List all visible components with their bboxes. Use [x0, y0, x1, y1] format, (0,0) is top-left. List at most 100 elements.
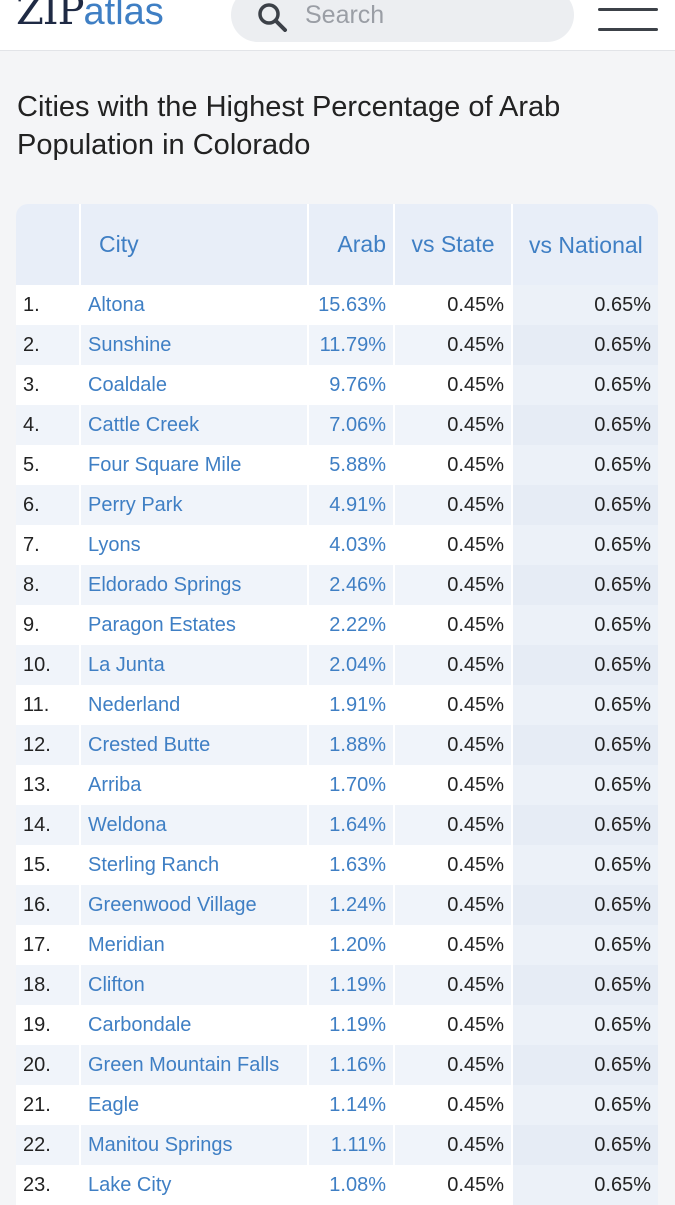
arab-percent-cell: 2.46%: [307, 565, 394, 605]
vs-state-cell: 0.45%: [393, 1045, 512, 1085]
table-row[interactable]: 23. Lake City 1.08% 0.45% 0.65%: [16, 1165, 658, 1205]
column-header-vs-national[interactable]: vs National: [511, 204, 658, 285]
rank-cell: 4.: [16, 405, 80, 445]
city-link[interactable]: Crested Butte: [79, 725, 308, 765]
city-link[interactable]: Paragon Estates: [79, 605, 308, 645]
vs-state-cell: 0.45%: [393, 765, 512, 805]
search-icon[interactable]: [255, 2, 291, 32]
vs-state-cell: 0.45%: [393, 485, 512, 525]
table-row[interactable]: 5. Four Square Mile 5.88% 0.45% 0.65%: [16, 445, 658, 485]
rank-cell: 20.: [16, 1045, 80, 1085]
table-row[interactable]: 8. Eldorado Springs 2.46% 0.45% 0.65%: [16, 565, 658, 605]
arab-percent-cell: 9.76%: [307, 365, 394, 405]
rank-cell: 18.: [16, 965, 80, 1005]
arab-percent-cell: 1.19%: [307, 1005, 394, 1045]
city-link[interactable]: Eldorado Springs: [79, 565, 308, 605]
search-input[interactable]: [305, 2, 555, 28]
city-link[interactable]: Coaldale: [79, 365, 308, 405]
zipatlas-logo[interactable]: ZIPatlas: [16, 0, 164, 36]
table-row[interactable]: 11. Nederland 1.91% 0.45% 0.65%: [16, 685, 658, 725]
city-link[interactable]: Greenwood Village: [79, 885, 308, 925]
vs-national-cell: 0.65%: [511, 685, 658, 725]
table-row[interactable]: 20. Green Mountain Falls 1.16% 0.45% 0.65%: [16, 1045, 658, 1085]
table-row[interactable]: 13. Arriba 1.70% 0.45% 0.65%: [16, 765, 658, 805]
city-link[interactable]: Altona: [79, 285, 308, 325]
table-row[interactable]: 6. Perry Park 4.91% 0.45% 0.65%: [16, 485, 658, 525]
table-row[interactable]: 16. Greenwood Village 1.24% 0.45% 0.65%: [16, 885, 658, 925]
city-link[interactable]: Cattle Creek: [79, 405, 308, 445]
hamburger-menu-icon[interactable]: [598, 0, 658, 40]
column-header-city[interactable]: City: [79, 204, 308, 285]
rank-cell: 16.: [16, 885, 80, 925]
column-header-vs-state[interactable]: vs State: [393, 204, 512, 285]
rank-cell: 21.: [16, 1085, 80, 1125]
rank-cell: 13.: [16, 765, 80, 805]
vs-state-cell: 0.45%: [393, 725, 512, 765]
city-link[interactable]: Meridian: [79, 925, 308, 965]
rank-cell: 15.: [16, 845, 80, 885]
vs-national-cell: 0.65%: [511, 645, 658, 685]
vs-national-cell: 0.65%: [511, 1125, 658, 1165]
city-link[interactable]: Perry Park: [79, 485, 308, 525]
vs-state-cell: 0.45%: [393, 445, 512, 485]
vs-national-cell: 0.65%: [511, 925, 658, 965]
city-link[interactable]: Lyons: [79, 525, 308, 565]
rank-cell: 3.: [16, 365, 80, 405]
table-row[interactable]: 7. Lyons 4.03% 0.45% 0.65%: [16, 525, 658, 565]
rank-cell: 10.: [16, 645, 80, 685]
city-link[interactable]: Sterling Ranch: [79, 845, 308, 885]
arab-percent-cell: 15.63%: [307, 285, 394, 325]
vs-state-cell: 0.45%: [393, 605, 512, 645]
table-body: 1. Altona 15.63% 0.45% 0.65% 2. Sunshine 11.79%…: [16, 285, 658, 1205]
arab-percent-cell: 1.70%: [307, 765, 394, 805]
table-row[interactable]: 18. Clifton 1.19% 0.45% 0.65%: [16, 965, 658, 1005]
table-row[interactable]: 3. Coaldale 9.76% 0.45% 0.65%: [16, 365, 658, 405]
table-row[interactable]: 4. Cattle Creek 7.06% 0.45% 0.65%: [16, 405, 658, 445]
table-row[interactable]: 17. Meridian 1.20% 0.45% 0.65%: [16, 925, 658, 965]
table-row[interactable]: 1. Altona 15.63% 0.45% 0.65%: [16, 285, 658, 325]
vs-national-cell: 0.65%: [511, 525, 658, 565]
vs-state-cell: 0.45%: [393, 325, 512, 365]
rank-cell: 5.: [16, 445, 80, 485]
city-link[interactable]: Sunshine: [79, 325, 308, 365]
table-row[interactable]: 21. Eagle 1.14% 0.45% 0.65%: [16, 1085, 658, 1125]
city-link[interactable]: Weldona: [79, 805, 308, 845]
table-row[interactable]: 14. Weldona 1.64% 0.45% 0.65%: [16, 805, 658, 845]
arab-percent-cell: 4.91%: [307, 485, 394, 525]
table-row[interactable]: 12. Crested Butte 1.88% 0.45% 0.65%: [16, 725, 658, 765]
rank-cell: 19.: [16, 1005, 80, 1045]
city-link[interactable]: Carbondale: [79, 1005, 308, 1045]
vs-state-cell: 0.45%: [393, 805, 512, 845]
rank-cell: 2.: [16, 325, 80, 365]
search-bar[interactable]: [231, 0, 574, 42]
vs-national-cell: 0.65%: [511, 325, 658, 365]
vs-state-cell: 0.45%: [393, 285, 512, 325]
table-row[interactable]: 2. Sunshine 11.79% 0.45% 0.65%: [16, 325, 658, 365]
city-link[interactable]: Lake City: [79, 1165, 308, 1205]
city-link[interactable]: La Junta: [79, 645, 308, 685]
table-row[interactable]: 10. La Junta 2.04% 0.45% 0.65%: [16, 645, 658, 685]
vs-national-cell: 0.65%: [511, 765, 658, 805]
rank-cell: 23.: [16, 1165, 80, 1205]
column-header-arab[interactable]: Arab: [307, 204, 394, 285]
table-row[interactable]: 9. Paragon Estates 2.22% 0.45% 0.65%: [16, 605, 658, 645]
city-link[interactable]: Four Square Mile: [79, 445, 308, 485]
city-link[interactable]: Arriba: [79, 765, 308, 805]
city-link[interactable]: Green Mountain Falls: [79, 1045, 308, 1085]
table-row[interactable]: 22. Manitou Springs 1.11% 0.45% 0.65%: [16, 1125, 658, 1165]
vs-national-cell: 0.65%: [511, 365, 658, 405]
city-link[interactable]: Clifton: [79, 965, 308, 1005]
vs-state-cell: 0.45%: [393, 405, 512, 445]
city-link[interactable]: Eagle: [79, 1085, 308, 1125]
city-link[interactable]: Nederland: [79, 685, 308, 725]
arab-percent-cell: 1.63%: [307, 845, 394, 885]
vs-state-cell: 0.45%: [393, 1165, 512, 1205]
city-link[interactable]: Manitou Springs: [79, 1125, 308, 1165]
arab-percent-cell: 1.16%: [307, 1045, 394, 1085]
arab-percent-cell: 1.24%: [307, 885, 394, 925]
table-row[interactable]: 19. Carbondale 1.19% 0.45% 0.65%: [16, 1005, 658, 1045]
table-row[interactable]: 15. Sterling Ranch 1.63% 0.45% 0.65%: [16, 845, 658, 885]
arab-percent-cell: 1.64%: [307, 805, 394, 845]
vs-state-cell: 0.45%: [393, 925, 512, 965]
vs-national-cell: 0.65%: [511, 965, 658, 1005]
